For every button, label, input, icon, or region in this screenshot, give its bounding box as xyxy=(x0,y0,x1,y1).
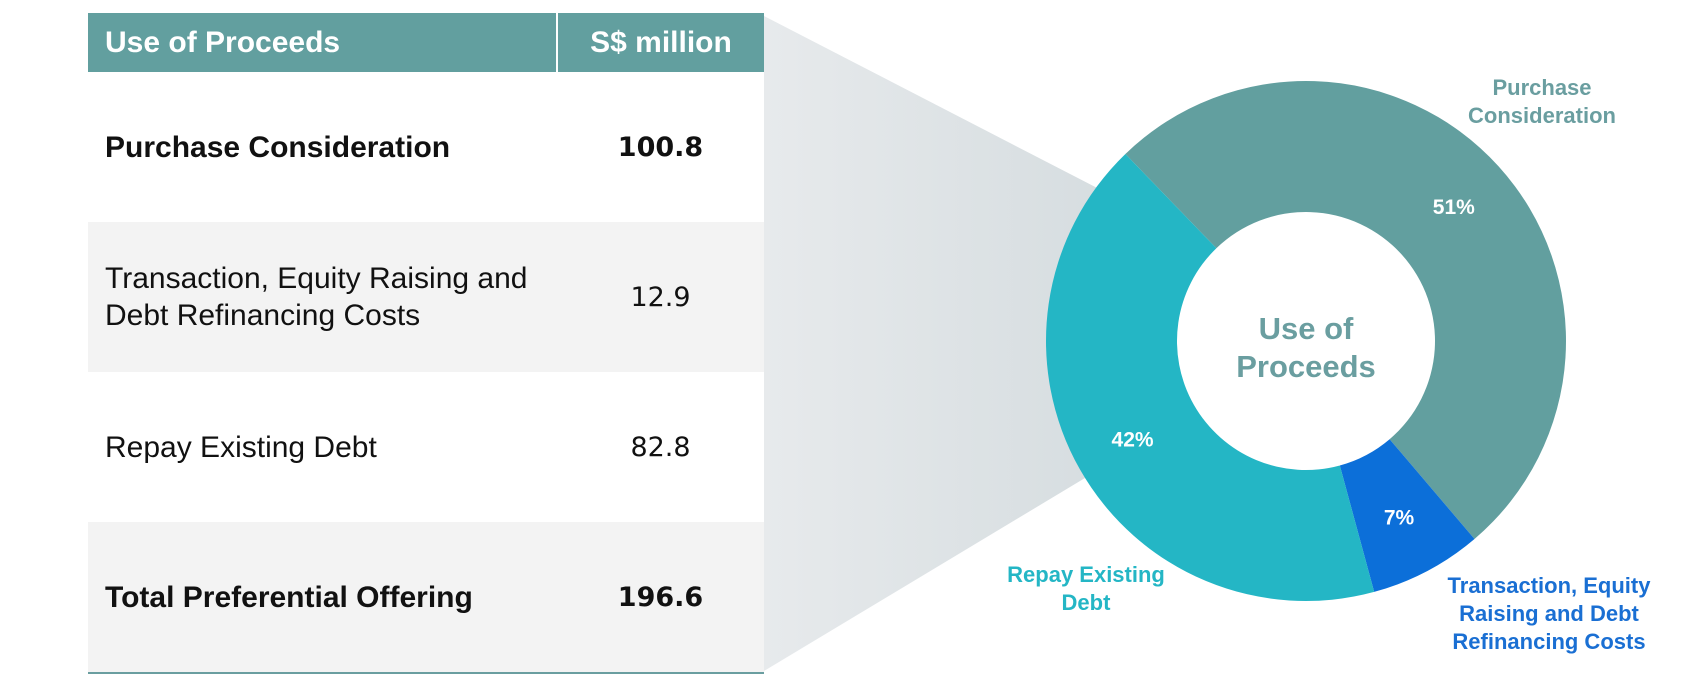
donut-center-title: Use of Proceeds xyxy=(1236,311,1376,384)
column-header-amount: S$ million xyxy=(556,13,764,72)
row-item-label: Transaction, Equity Raising and Debt Ref… xyxy=(88,222,557,372)
row-item-value: 82.8 xyxy=(630,431,691,463)
donut-slice-repay-existing-debt xyxy=(1045,153,1375,601)
row-item-value: 100.8 xyxy=(617,131,704,163)
row-item-label: Purchase Consideration xyxy=(105,130,451,164)
category-label-repay-existing-debt: Repay Existing Debt xyxy=(1007,562,1165,615)
pct-label-transaction-costs: 7% xyxy=(1384,506,1415,529)
pct-label-repay-existing-debt: 42% xyxy=(1112,429,1154,452)
table-row: Repay Existing Debt 82.8 xyxy=(88,372,764,522)
table-row: Purchase Consideration 100.8 xyxy=(88,72,764,222)
row-item-value: 196.6 xyxy=(557,522,764,674)
row-item-value: 12.9 xyxy=(557,222,764,372)
use-of-proceeds-table: Use of Proceeds S$ million Purchase Cons… xyxy=(88,13,764,674)
donut-slices xyxy=(1045,81,1566,601)
donut-slice-purchase-consideration xyxy=(1125,81,1566,539)
donut-slice-transaction-costs xyxy=(1339,439,1475,592)
table-header-row: Use of Proceeds S$ million xyxy=(88,13,764,72)
table-row-total: Total Preferential Offering 196.6 xyxy=(88,522,764,674)
column-header-use-of-proceeds: Use of Proceeds xyxy=(88,13,557,72)
table-row: Transaction, Equity Raising and Debt Ref… xyxy=(88,222,764,372)
category-label-purchase-consideration: Purchase Consideration xyxy=(1468,75,1616,128)
category-label-transaction-costs: Transaction, Equity Raising and Debt Refin… xyxy=(1448,573,1652,654)
row-item-label: Repay Existing Debt xyxy=(105,430,377,464)
percentage-labels: 51% 7% 42% xyxy=(1112,196,1476,529)
pct-label-purchase-consideration: 51% xyxy=(1433,196,1475,219)
category-labels: Purchase Consideration Transaction, Equity… xyxy=(1007,75,1651,654)
row-item-label: Total Preferential Offering xyxy=(88,522,557,674)
